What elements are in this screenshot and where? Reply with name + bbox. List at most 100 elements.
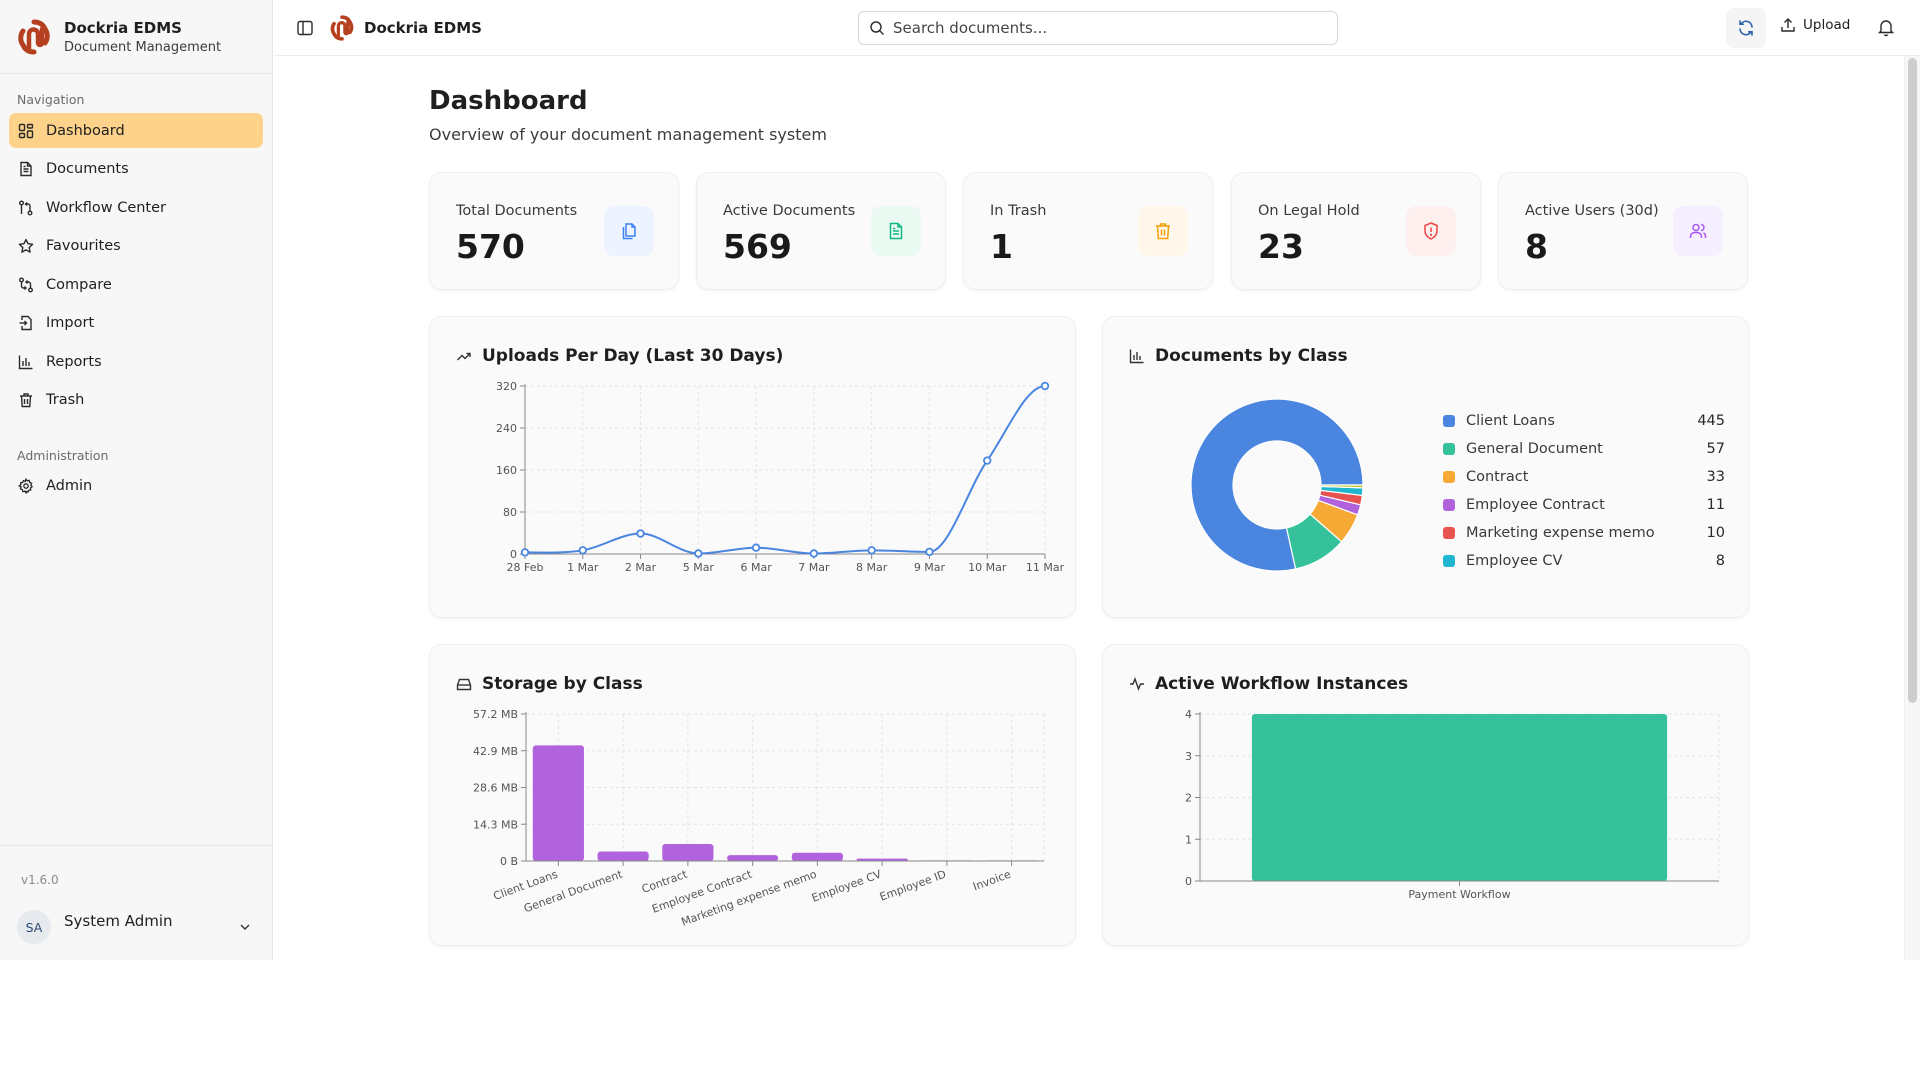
layout-grid-icon <box>18 123 34 138</box>
refresh-button[interactable] <box>1726 8 1766 48</box>
legend-item: Employee CV 8 <box>1443 547 1725 575</box>
sidebar-item-compare[interactable]: Compare <box>9 267 263 302</box>
header-title: Dockria EDMS <box>364 19 482 37</box>
bar <box>791 852 843 861</box>
donut-slice <box>1320 484 1364 489</box>
x-tick-label: Employee CV <box>810 867 884 904</box>
legend-value: 57 <box>1706 441 1725 457</box>
page-title: Dashboard <box>429 86 588 116</box>
bell-icon[interactable] <box>1876 17 1896 37</box>
chart-title-text: Uploads Per Day (Last 30 Days) <box>482 346 784 366</box>
x-tick-label: 28 Feb <box>507 561 544 574</box>
sidebar-item-label: Documents <box>46 161 129 177</box>
legend-label: General Document <box>1466 441 1603 457</box>
stat-icon-box <box>1673 206 1723 256</box>
data-point <box>578 546 587 555</box>
y-tick-label: 3 <box>1185 750 1192 763</box>
sidebar-item-documents[interactable]: Documents <box>9 152 263 187</box>
bar <box>662 844 714 861</box>
stat-card-active-users: Active Users (30d) 8 <box>1498 172 1748 290</box>
legend-swatch <box>1443 415 1455 427</box>
top-header: Dockria EDMS Upload <box>274 0 1920 56</box>
app-window: Dockria EDMS Document Management Navigat… <box>0 0 1920 960</box>
bar <box>597 851 649 861</box>
nav-section-label: Navigation <box>17 92 85 107</box>
x-tick-label: 7 Mar <box>798 561 830 574</box>
dockria-logo-icon <box>330 15 354 41</box>
legend-swatch <box>1443 443 1455 455</box>
sidebar-item-reports[interactable]: Reports <box>9 344 263 379</box>
file-text-icon <box>20 161 32 177</box>
legend-swatch <box>1443 527 1455 539</box>
page-subtitle: Overview of your document management sys… <box>429 125 827 144</box>
chart-title: Documents by Class <box>1129 346 1348 366</box>
legend-label: Employee Contract <box>1466 497 1605 513</box>
legend-label: Client Loans <box>1466 413 1555 429</box>
star-icon <box>18 238 34 253</box>
sidebar-item-trash[interactable]: Trash <box>9 383 263 418</box>
legend-label: Marketing expense memo <box>1466 525 1655 541</box>
dockria-logo-icon <box>18 19 50 54</box>
sidebar-item-label: Admin <box>46 478 93 494</box>
trash-icon <box>20 393 32 408</box>
sidebar-item-admin[interactable]: Admin <box>9 469 263 504</box>
upload-icon <box>1781 18 1795 32</box>
stat-label: Active Documents <box>723 203 856 219</box>
sidebar-item-label: Reports <box>46 353 102 370</box>
sidebar-toggle-icon[interactable] <box>296 19 314 37</box>
y-tick-label: 80 <box>503 506 517 519</box>
bar <box>1251 714 1668 881</box>
uploads-chart-card: Uploads Per Day (Last 30 Days) 0 80 160 240… <box>429 316 1076 618</box>
sidebar-item-label: Import <box>46 315 95 331</box>
data-point <box>867 546 876 555</box>
user-menu[interactable]: SA System Admin <box>17 909 252 945</box>
stat-card-total-documents: Total Documents 570 <box>429 172 679 290</box>
sidebar-item-import[interactable]: Import <box>9 306 263 341</box>
y-tick-label: 0 <box>510 548 517 561</box>
y-tick-label: 160 <box>496 464 517 477</box>
y-tick-label: 28.6 MB <box>473 782 518 795</box>
sidebar: Dockria EDMS Document Management Navigat… <box>0 0 273 960</box>
legend-label: Employee CV <box>1466 553 1563 569</box>
trash-icon <box>1156 223 1170 240</box>
files-icon <box>622 223 636 240</box>
y-tick-label: 4 <box>1185 708 1192 721</box>
sidebar-item-dashboard[interactable]: Dashboard <box>9 113 263 148</box>
legend-item: Client Loans 445 <box>1443 407 1725 435</box>
chart-title-text: Documents by Class <box>1155 346 1348 366</box>
sidebar-item-workflow-center[interactable]: Workflow Center <box>9 190 263 225</box>
legend-swatch <box>1443 471 1455 483</box>
search-input[interactable] <box>893 19 1313 37</box>
x-tick-label: 10 Mar <box>968 561 1007 574</box>
x-tick-label: Payment Workflow <box>1408 888 1510 901</box>
bar-chart-icon <box>18 355 33 369</box>
x-tick-label: 6 Mar <box>740 561 772 574</box>
stat-label: On Legal Hold <box>1258 203 1360 219</box>
stat-value: 23 <box>1258 227 1304 266</box>
avatar: SA <box>17 910 51 944</box>
compare-arrows-icon <box>19 277 33 292</box>
y-tick-label: 57.2 MB <box>473 708 518 721</box>
chart-title: Active Workflow Instances <box>1129 674 1408 694</box>
stat-value: 1 <box>990 227 1013 266</box>
chart-title: Storage by Class <box>456 674 643 694</box>
legend-value: 11 <box>1706 497 1725 513</box>
chart-title-text: Storage by Class <box>482 674 643 694</box>
upload-button[interactable]: Upload <box>1780 17 1850 33</box>
chart-legend: Client Loans 445 General Document 57 Contrac… <box>1443 407 1725 575</box>
app-subtitle: Document Management <box>64 39 222 55</box>
sidebar-item-favourites[interactable]: Favourites <box>9 229 263 264</box>
vertical-scrollbar[interactable] <box>1904 56 1920 960</box>
scrollbar-thumb[interactable] <box>1908 58 1917 703</box>
stat-card-active-documents: Active Documents 569 <box>696 172 946 290</box>
y-tick-label: 1 <box>1185 833 1192 846</box>
class-donut-chart <box>1190 398 1364 572</box>
search-box[interactable] <box>858 11 1338 45</box>
sidebar-brand[interactable]: Dockria EDMS Document Management <box>0 0 272 74</box>
nav-list: Dashboard Documents Workflow Center Favo… <box>0 107 272 418</box>
chevron-down-icon <box>240 924 250 930</box>
workflow-chart-card: Active Workflow Instances 0 1 2 3 4 Payment W… <box>1102 644 1749 946</box>
class-chart-card: Documents by Class Client Loans 445 Genera… <box>1102 316 1749 618</box>
bar-chart-icon <box>1129 349 1144 364</box>
uploads-line-chart: 0 80 160 240 320 28 Feb 1 Mar 2 Mar 5 Mar 6 Mar 7 … <box>496 380 1065 574</box>
